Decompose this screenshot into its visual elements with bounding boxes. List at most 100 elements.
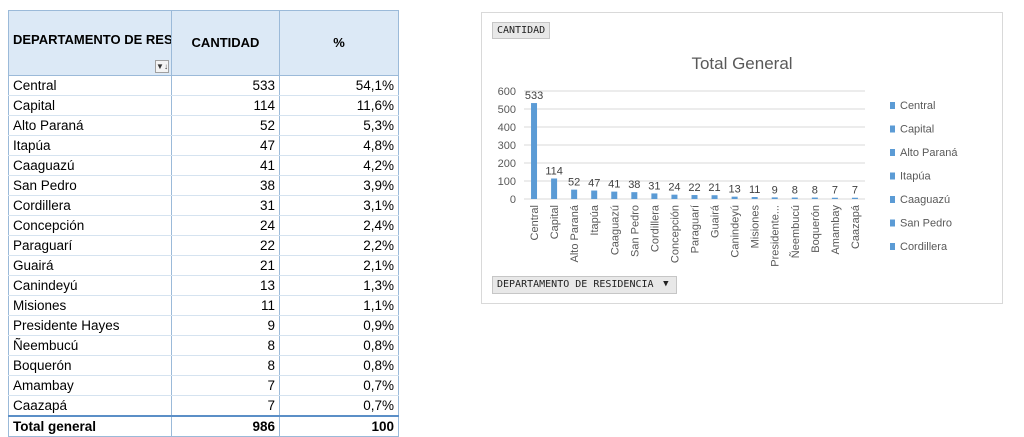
cell-pct: 0,8% <box>279 355 399 376</box>
legend-entry: Alto Paraná <box>900 147 958 159</box>
header-departamento[interactable]: DEPARTAMENTO DE RESIDENCIA ▼↓ <box>8 10 172 76</box>
data-label: 31 <box>648 180 660 192</box>
data-label: 114 <box>545 165 563 177</box>
x-tick-label: Caazapá <box>850 204 862 249</box>
x-tick-label: Cordillera <box>649 204 661 252</box>
chart-title: Total General <box>691 54 792 73</box>
y-tick-label: 200 <box>498 158 516 170</box>
cell-departamento: Misiones <box>8 295 172 316</box>
legend-entry: Cordillera <box>900 241 948 253</box>
cell-pct: 0,8% <box>279 335 399 356</box>
cell-departamento: Presidente Hayes <box>8 315 172 336</box>
y-tick-label: 500 <box>498 104 516 116</box>
header-cantidad: CANTIDAD <box>171 10 280 76</box>
cell-cantidad: 22 <box>171 235 280 256</box>
cell-cantidad: 52 <box>171 115 280 136</box>
pivot-chart[interactable]: CANTIDAD Total General 0 100 200 300 400 500 60… <box>481 12 1003 304</box>
bar <box>791 197 798 199</box>
table-row: Caaguazú 41 4,2% <box>8 155 399 176</box>
x-tick-label: Paraguarí <box>690 205 702 253</box>
cell-cantidad: 31 <box>171 195 280 216</box>
legend-swatch <box>890 196 895 203</box>
bar <box>731 196 738 199</box>
value-field-button[interactable]: CANTIDAD <box>492 22 551 39</box>
value-field-label: CANTIDAD <box>497 25 546 36</box>
x-tick-label: Itapúa <box>589 204 601 235</box>
bar <box>711 195 718 199</box>
cell-cantidad: 13 <box>171 275 280 296</box>
cell-cantidad: 533 <box>171 75 280 96</box>
legend-swatch <box>890 149 895 156</box>
table-row: Boquerón 8 0,8% <box>8 355 399 376</box>
cell-pct: 3,9% <box>279 175 399 196</box>
table-row: Ñeembucú 8 0,8% <box>8 335 399 356</box>
cell-departamento: Caaguazú <box>8 155 172 176</box>
x-tick-label: Concepción <box>669 205 681 263</box>
bar <box>551 178 558 199</box>
x-tick-label: Boquerón <box>810 205 822 253</box>
data-label: 24 <box>668 182 680 194</box>
table-row: Capital 114 11,6% <box>8 95 399 116</box>
filter-dropdown-icon[interactable]: ▼↓ <box>155 60 169 73</box>
total-cantidad: 986 <box>171 415 280 437</box>
x-tick-label: Capital <box>549 205 561 239</box>
cell-departamento: Canindeyú <box>8 275 172 296</box>
cell-pct: 2,4% <box>279 215 399 236</box>
table-row: Presidente Hayes 9 0,9% <box>8 315 399 336</box>
x-tick-label: Caaguazú <box>609 205 621 255</box>
header-pct: % <box>279 10 399 76</box>
table-row: Alto Paraná 52 5,3% <box>8 115 399 136</box>
bar <box>771 197 778 199</box>
x-tick-label: Alto Paraná <box>569 204 581 262</box>
data-label: 7 <box>852 185 858 197</box>
cell-pct: 0,7% <box>279 375 399 396</box>
pivot-table: DEPARTAMENTO DE RESIDENCIA ▼↓ CANTIDAD %… <box>8 10 399 437</box>
data-label: 9 <box>772 184 778 196</box>
table-row: Amambay 7 0,7% <box>8 375 399 396</box>
bar <box>611 191 618 199</box>
dropdown-triangle-icon[interactable]: ▼ <box>663 279 669 289</box>
legend-swatch <box>890 102 895 109</box>
total-label: Total general <box>8 415 172 437</box>
cell-cantidad: 24 <box>171 215 280 236</box>
cell-pct: 2,2% <box>279 235 399 256</box>
bar <box>811 197 818 199</box>
cell-departamento: Paraguarí <box>8 235 172 256</box>
table-row: Concepción 24 2,4% <box>8 215 399 236</box>
cell-departamento: Alto Paraná <box>8 115 172 136</box>
cell-cantidad: 8 <box>171 355 280 376</box>
cell-pct: 1,1% <box>279 295 399 316</box>
cell-departamento: Ñeembucú <box>8 335 172 356</box>
cell-departamento: Itapúa <box>8 135 172 156</box>
x-tick-label: Misiones <box>750 205 762 249</box>
table-row: Guairá 21 2,1% <box>8 255 399 276</box>
data-label: 11 <box>749 184 760 196</box>
legend-entry: Capital <box>900 124 934 136</box>
table-row: San Pedro 38 3,9% <box>8 175 399 196</box>
x-tick-label: Amambay <box>830 205 842 255</box>
cell-pct: 1,3% <box>279 275 399 296</box>
cell-cantidad: 11 <box>171 295 280 316</box>
table-row: Paraguarí 22 2,2% <box>8 235 399 256</box>
legend-entry: Central <box>900 100 935 112</box>
data-label: 8 <box>812 185 818 197</box>
y-tick-label: 600 <box>498 86 516 98</box>
table-row: Canindeyú 13 1,3% <box>8 275 399 296</box>
cell-departamento: Cordillera <box>8 195 172 216</box>
cell-pct: 2,1% <box>279 255 399 276</box>
cell-cantidad: 47 <box>171 135 280 156</box>
legend-swatch <box>890 125 895 133</box>
cell-departamento: San Pedro <box>8 175 172 196</box>
total-row: Total general 986 100 <box>8 415 399 437</box>
bar <box>631 192 638 199</box>
data-label: 7 <box>832 185 838 197</box>
cell-departamento: Concepción <box>8 215 172 236</box>
cell-pct: 4,2% <box>279 155 399 176</box>
bar <box>751 197 758 199</box>
table-row: Itapúa 47 4,8% <box>8 135 399 156</box>
axis-field-button[interactable]: DEPARTAMENTO DE RESIDENCIA ▼ <box>492 276 677 294</box>
cell-departamento: Guairá <box>8 255 172 276</box>
cell-cantidad: 41 <box>171 155 280 176</box>
y-tick-label: 400 <box>498 122 516 134</box>
cell-cantidad: 38 <box>171 175 280 196</box>
